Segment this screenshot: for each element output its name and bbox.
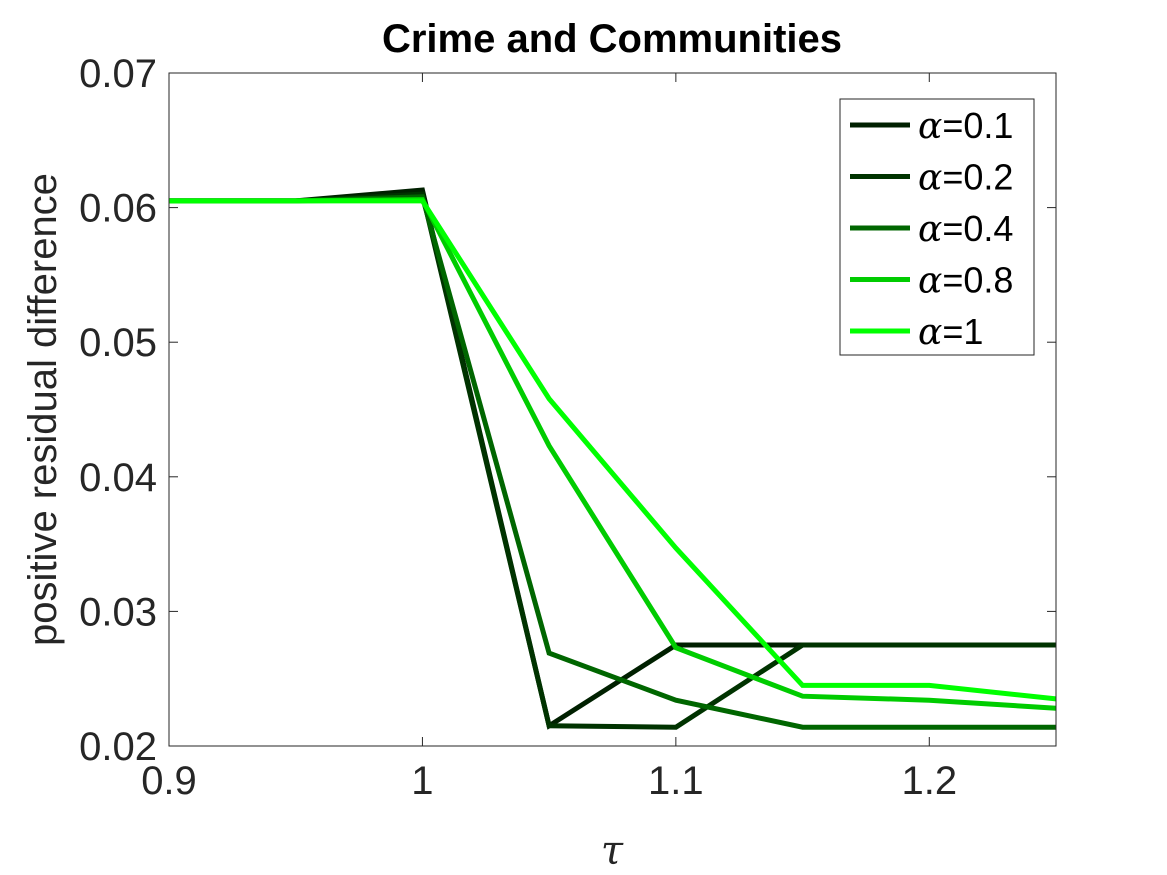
legend-label-3: α=0.4 (918, 208, 1013, 250)
tick-layer: 0.9 1 1.1 1.2 0.02 0.03 0.04 0.05 0.06 0.07 (79, 52, 1056, 803)
y-tick-label: 0.05 (79, 321, 157, 365)
alpha-symbol: α (918, 106, 942, 147)
alpha-symbol: α (918, 209, 942, 250)
series-line-5 (169, 198, 1057, 702)
legend-label-4: α=0.8 (918, 260, 1013, 302)
y-tick-label: 0.07 (79, 52, 157, 96)
legend-label-2: α=0.2 (918, 157, 1013, 199)
alpha-symbol: α (918, 158, 942, 199)
y-tick-label: 0.03 (79, 590, 157, 634)
series-layer (169, 187, 1057, 730)
legend-label-5: α=1 (918, 311, 983, 353)
plot-border (168, 72, 1057, 747)
legend-value: =1 (942, 311, 983, 352)
legend-value: =0.2 (942, 157, 1013, 198)
x-axis-label: τ (601, 828, 624, 874)
chart-title: Crime and Communities (382, 17, 842, 61)
legend-label-1: α=0.1 (918, 105, 1013, 147)
x-tick-label: 0.9 (141, 759, 197, 803)
y-tick-label: 0.06 (79, 187, 157, 231)
y-tick-label: 0.02 (79, 725, 157, 769)
y-axis-label: positive residual difference (21, 173, 65, 646)
x-tick-label: 1.1 (648, 759, 704, 803)
legend: α=0.1α=0.2α=0.4α=0.8α=1 (839, 98, 1035, 356)
x-tick-label: 1.2 (901, 759, 957, 803)
x-tick-label: 1 (411, 759, 433, 803)
alpha-symbol: α (918, 312, 942, 353)
alpha-symbol: α (918, 261, 942, 302)
legend-value: =0.4 (942, 208, 1013, 249)
legend-value: =0.8 (942, 260, 1013, 301)
legend-value: =0.1 (942, 105, 1013, 146)
y-tick-label: 0.04 (79, 456, 157, 500)
